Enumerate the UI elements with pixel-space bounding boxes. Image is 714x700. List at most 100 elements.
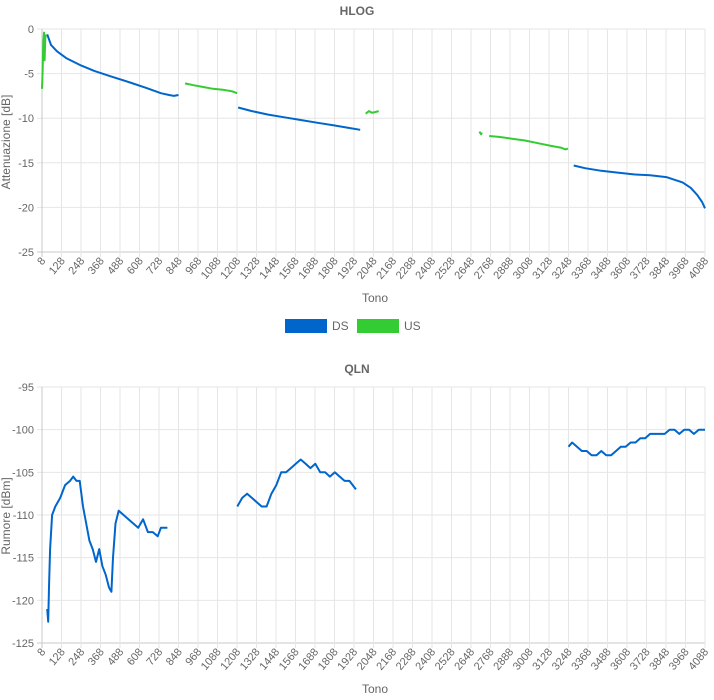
x-tick-label: 1688 <box>296 255 321 281</box>
qln-chart: QLN -95-100-105-110-115-120-125 81282483… <box>0 362 711 696</box>
legend: DS US <box>285 319 421 333</box>
series-line-us <box>184 82 238 95</box>
x-tick-label: 3728 <box>628 646 653 672</box>
x-tick-label: 2288 <box>394 255 419 281</box>
y-tick-label: -110 <box>13 510 34 522</box>
x-tick-label: 488 <box>105 646 126 668</box>
x-tick-label: 248 <box>66 255 87 277</box>
hlog-x-ticks: 8128248368488608728848968108812081328144… <box>35 255 711 281</box>
x-tick-label: 2288 <box>394 646 419 672</box>
y-tick-label: -125 <box>12 638 34 650</box>
x-tick-label: 1328 <box>238 255 263 281</box>
x-tick-label: 848 <box>164 255 185 277</box>
x-tick-label: 368 <box>86 255 107 277</box>
series-line-ds <box>573 164 706 209</box>
x-tick-label: 1568 <box>277 646 302 672</box>
x-tick-label: 1208 <box>218 255 243 281</box>
series-line-ds <box>46 34 179 97</box>
x-tick-label: 4088 <box>686 255 711 281</box>
x-tick-label: 1088 <box>199 646 224 672</box>
x-tick-label: 2048 <box>355 646 380 672</box>
x-tick-label: 488 <box>105 255 126 277</box>
qln-x-axis-title: Tono <box>362 682 388 696</box>
x-tick-label: 728 <box>144 646 165 668</box>
x-tick-label: 128 <box>47 646 68 668</box>
x-tick-label: 3368 <box>569 255 594 281</box>
x-tick-label: 1688 <box>296 646 321 672</box>
legend-item-ds[interactable]: DS <box>285 319 349 333</box>
y-tick-label: -95 <box>18 382 34 394</box>
hlog-y-axis-title: Attenuazione [dB] <box>0 95 13 190</box>
series-line-ds <box>46 475 168 623</box>
qln-title: QLN <box>344 362 369 376</box>
x-tick-label: 2528 <box>433 646 458 672</box>
legend-label-ds: DS <box>332 319 349 333</box>
y-tick-label: -20 <box>18 202 34 214</box>
y-tick-label: -120 <box>12 595 34 607</box>
y-tick-label: -5 <box>24 69 34 81</box>
x-tick-label: 2888 <box>491 255 516 281</box>
x-tick-label: 128 <box>47 255 68 277</box>
series-line-us <box>365 110 379 115</box>
x-tick-label: 2168 <box>374 646 399 672</box>
x-tick-label: 4088 <box>686 646 711 672</box>
x-tick-label: 3608 <box>608 255 633 281</box>
y-tick-label: -25 <box>18 247 34 259</box>
series-line-ds <box>236 458 357 508</box>
x-tick-label: 1088 <box>199 255 224 281</box>
legend-item-us[interactable]: US <box>357 319 421 333</box>
x-tick-label: 3608 <box>608 646 633 672</box>
x-tick-label: 1928 <box>335 646 360 672</box>
series-line-us <box>489 135 569 151</box>
x-tick-label: 3248 <box>550 255 575 281</box>
x-tick-label: 2168 <box>374 255 399 281</box>
x-tick-label: 1448 <box>257 255 282 281</box>
x-tick-label: 3968 <box>667 255 692 281</box>
hlog-chart: HLOG 0 -5 -10 -15 -20 -25 8128248368488608728… <box>0 4 711 305</box>
x-tick-label: 1328 <box>238 646 263 672</box>
x-tick-label: 368 <box>86 646 107 668</box>
x-tick-label: 3128 <box>530 646 555 672</box>
qln-series <box>46 428 705 623</box>
x-tick-label: 3848 <box>647 255 672 281</box>
series-line-ds <box>237 106 361 131</box>
x-tick-label: 2408 <box>413 646 438 672</box>
x-tick-label: 1208 <box>218 646 243 672</box>
x-tick-label: 2648 <box>452 646 477 672</box>
y-tick-label: -100 <box>12 425 34 437</box>
x-tick-label: 3248 <box>550 646 575 672</box>
series-line-ds <box>567 428 705 457</box>
qln-y-ticks: -95 -100 -105 -110 -115 -120 -125 <box>12 382 34 650</box>
x-tick-label: 3488 <box>589 646 614 672</box>
legend-swatch-us <box>357 319 399 333</box>
y-tick-label: 0 <box>28 24 34 36</box>
x-tick-label: 3128 <box>530 255 555 281</box>
x-tick-label: 3008 <box>511 255 536 281</box>
series-line-us <box>41 31 47 89</box>
x-tick-label: 2768 <box>472 255 497 281</box>
qln-grid <box>37 386 706 648</box>
x-tick-label: 2048 <box>355 255 380 281</box>
x-tick-label: 248 <box>66 646 87 668</box>
x-tick-label: 1568 <box>277 255 302 281</box>
x-tick-label: 1808 <box>316 255 341 281</box>
y-tick-label: -15 <box>18 158 34 170</box>
qln-y-axis-title: Rumore [dBm] <box>0 477 13 554</box>
x-tick-label: 1808 <box>316 646 341 672</box>
x-tick-label: 728 <box>144 255 165 277</box>
y-tick-label: -105 <box>12 467 34 479</box>
y-tick-label: -115 <box>13 553 34 565</box>
hlog-series <box>41 31 706 209</box>
x-tick-label: 8 <box>35 255 48 267</box>
legend-label-us: US <box>404 319 421 333</box>
qln-x-ticks: 8128248368488608728848968108812081328144… <box>35 646 711 672</box>
x-tick-label: 2768 <box>472 646 497 672</box>
hlog-title: HLOG <box>340 4 375 18</box>
hlog-x-axis-title: Tono <box>362 291 388 305</box>
x-tick-label: 2648 <box>452 255 477 281</box>
x-tick-label: 3368 <box>569 646 594 672</box>
series-line-us <box>478 131 483 136</box>
x-tick-label: 8 <box>35 646 48 658</box>
legend-swatch-ds <box>285 319 327 333</box>
